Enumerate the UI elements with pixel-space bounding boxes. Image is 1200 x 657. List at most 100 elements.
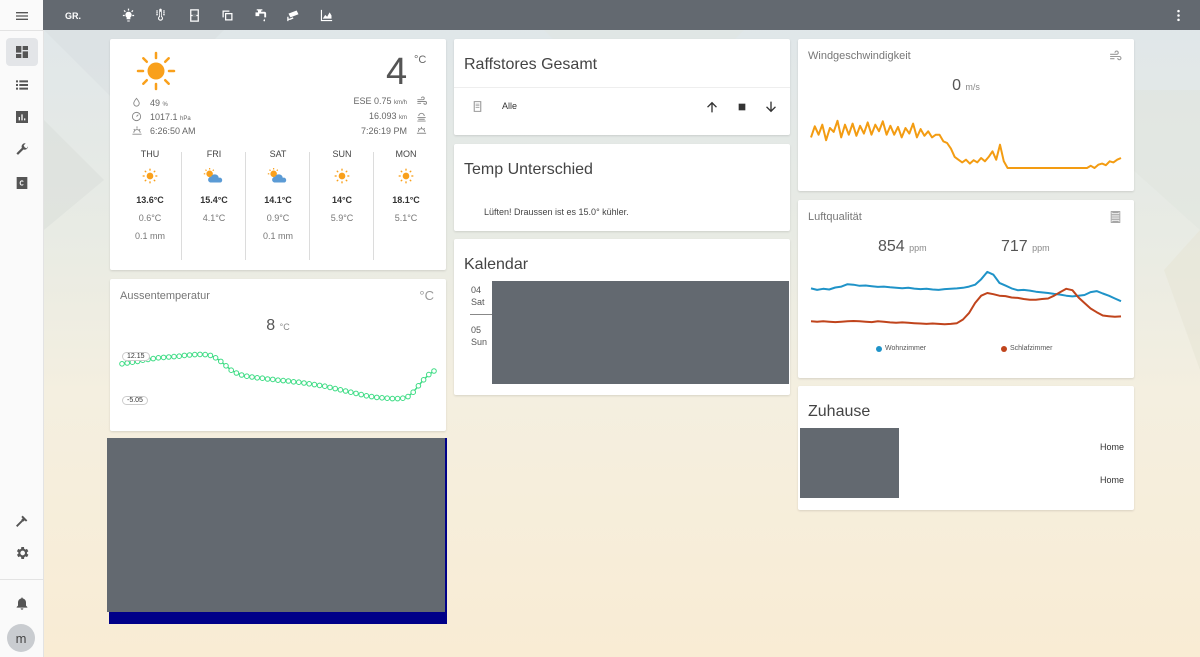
overflow-menu-button[interactable]: [1171, 6, 1186, 24]
temperature-point: [368, 393, 375, 400]
code-box-icon: [16, 177, 28, 189]
forecast-day-name: MON: [395, 149, 417, 159]
tab-gr[interactable]: GR.: [65, 11, 82, 21]
sunny-icon: [334, 168, 350, 184]
partly-cloudy-icon: [267, 168, 287, 183]
tab-cameras[interactable]: [286, 6, 301, 24]
temperature-point: [233, 370, 240, 376]
sidebar-item-code[interactable]: [6, 169, 38, 197]
forecast-day-name: SAT: [269, 149, 287, 159]
temperature-point: [160, 354, 167, 361]
card-title: Windgeschwindigkeit: [808, 50, 911, 62]
temperature-point: [166, 354, 172, 360]
tab-climate[interactable]: [153, 6, 168, 24]
forecast-precip: 0.1 mm: [262, 231, 293, 241]
sidebar-item-overview[interactable]: [6, 38, 38, 66]
sidebar-item-history[interactable]: [6, 103, 38, 131]
value-unit: ppm: [909, 243, 927, 253]
min-label: -5.05: [122, 396, 148, 405]
notifications-button[interactable]: [6, 589, 38, 617]
person-state[interactable]: Home: [1099, 475, 1124, 485]
card-title: Zuhause: [808, 403, 871, 420]
card-title: Raffstores Gesamt: [464, 56, 598, 73]
card-title: Aussentemperatur: [120, 290, 210, 302]
air-filter-icon: [1110, 211, 1121, 223]
tab-water[interactable]: [253, 6, 268, 24]
forecast-divider: [373, 152, 374, 260]
forecast-day: SUN 14°C 5.9°C: [311, 149, 373, 231]
value-number: 8: [266, 317, 276, 334]
weather-card[interactable]: 4 °C 49 % 1017.1 hPa 6:26:50 AM ESE 0.75…: [110, 39, 446, 270]
temperature-point: [353, 390, 359, 397]
temperature-point: [238, 372, 245, 378]
temperature-point: [186, 352, 193, 358]
gear-icon: [16, 547, 29, 559]
legend-item[interactable]: Wohnzimmer: [876, 345, 926, 352]
sunrise-time: 6:26:50 AM: [150, 126, 196, 136]
temperature-point: [181, 352, 188, 359]
sunset-time: 7:26:19 PM: [360, 126, 407, 136]
temperature-point: [119, 360, 125, 367]
camera-image-placeholder[interactable]: [107, 438, 445, 612]
temperature-point: [259, 375, 266, 382]
sidebar-item-logbook[interactable]: [6, 71, 38, 99]
card-title: Luftqualität: [808, 211, 862, 223]
entity-name: Alle: [502, 101, 518, 111]
forecast-day: MON 18.1°C 5.1°C: [375, 149, 437, 231]
arrow-up-icon[interactable]: [704, 99, 720, 115]
temperature-point: [254, 375, 260, 381]
tab-windows[interactable]: [187, 6, 202, 24]
legend-item[interactable]: Schlafzimmer: [1001, 345, 1052, 352]
blinds-icon[interactable]: [471, 99, 484, 114]
tab-media[interactable]: [220, 6, 235, 24]
legend-swatch: [1001, 345, 1007, 352]
series-line-1: [810, 287, 1122, 326]
temperature-point: [275, 377, 281, 384]
sidebar-item-config[interactable]: [6, 136, 38, 164]
forecast-low: 4.1°C: [202, 213, 226, 223]
raffstores-card: Raffstores Gesamt Alle: [454, 39, 790, 135]
aussen-sparkline: [119, 351, 437, 402]
sunny-icon: [398, 168, 414, 184]
pressure-row: 1017.1 hPa: [150, 112, 191, 122]
calendar-events-placeholder[interactable]: [492, 281, 789, 384]
sidebar-item-developer-tools[interactable]: [6, 507, 38, 535]
temperature-point: [342, 388, 349, 394]
temperature-point: [379, 395, 385, 401]
temperature-point: [228, 367, 234, 374]
forecast-high: 18.1°C: [392, 195, 420, 205]
aussentemperatur-card[interactable]: Aussentemperatur °C 8 °C 12.15 -5.05: [110, 279, 446, 431]
tab-lights[interactable]: [121, 6, 136, 24]
cctv-icon: [287, 10, 299, 21]
top-toolbar: GR.: [43, 0, 1200, 30]
temperature-point: [358, 391, 364, 398]
temperature-point: [363, 393, 370, 399]
menu-button[interactable]: [6, 2, 38, 30]
temperature-point: [192, 351, 198, 358]
arrow-down-icon[interactable]: [763, 99, 779, 115]
map-placeholder[interactable]: [800, 428, 899, 498]
chart-areaspline-icon: [320, 9, 333, 21]
legend-label: Wohnzimmer: [885, 345, 927, 352]
luftqualitaet-card[interactable]: Luftqualität 854 ppm 717 ppm Wohnzimmer …: [798, 200, 1134, 378]
temperature-point: [420, 377, 427, 383]
day-number: 05: [471, 325, 482, 335]
sidebar-item-settings[interactable]: [6, 539, 38, 567]
tab-statistics[interactable]: [319, 6, 334, 24]
temperature-point: [270, 376, 276, 383]
avatar[interactable]: m: [7, 624, 35, 652]
value-wohnzimmer: 854 ppm: [878, 238, 927, 256]
partly-cloudy-icon: [203, 168, 223, 183]
temperature-point: [280, 377, 286, 384]
temperature-point: [410, 389, 417, 396]
temperature-point: [296, 379, 302, 386]
temperature-point: [426, 371, 432, 378]
weather-windy-icon: [1110, 50, 1122, 61]
temperature-point: [400, 395, 406, 402]
windgeschwindigkeit-card[interactable]: Windgeschwindigkeit 0 m/s: [798, 39, 1134, 191]
stop-icon[interactable]: [734, 99, 750, 115]
person-state[interactable]: Home: [1099, 442, 1124, 452]
window-icon: [190, 8, 199, 22]
sidebar: m: [0, 0, 44, 657]
bell-icon: [16, 597, 28, 610]
